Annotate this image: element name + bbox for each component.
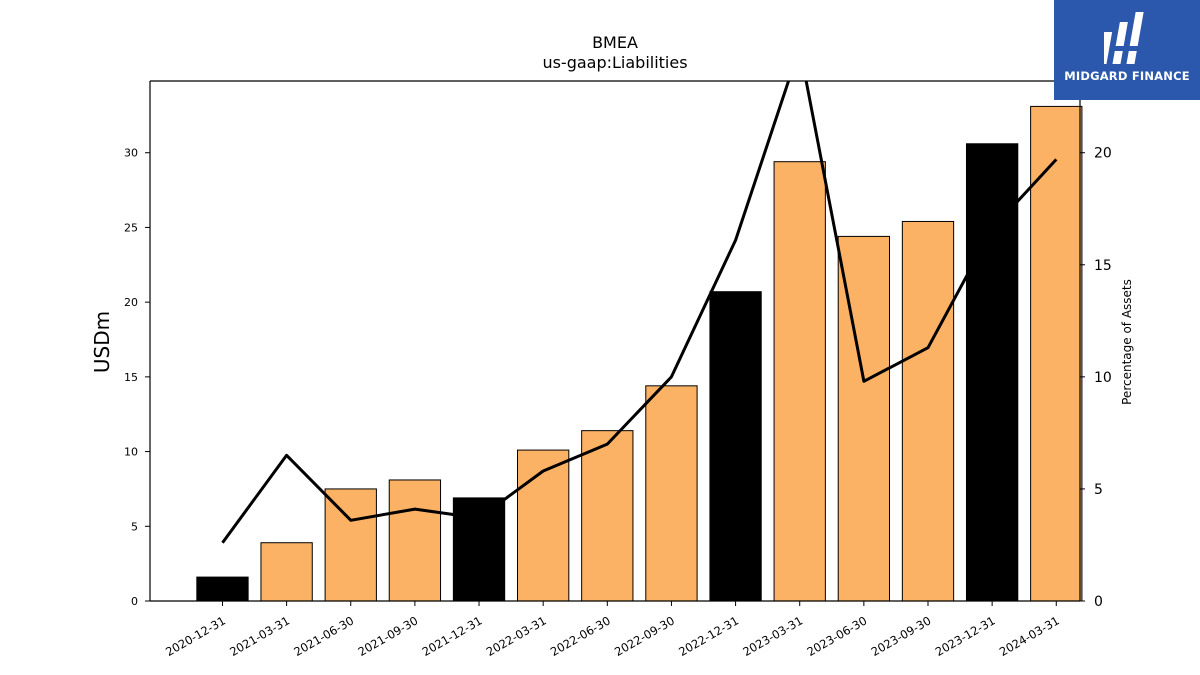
chart-subtitle: us-gaap:Liabilities bbox=[542, 53, 687, 72]
bar bbox=[581, 430, 634, 602]
bar bbox=[324, 488, 377, 602]
x-tick-label: 2023-03-31 bbox=[740, 613, 805, 659]
y-tick-label: 30 bbox=[124, 147, 138, 160]
x-tick-label: 2021-12-31 bbox=[420, 613, 485, 659]
bar bbox=[260, 542, 313, 602]
x-tick-label: 2022-09-30 bbox=[612, 613, 677, 659]
bar bbox=[709, 291, 762, 602]
y-right-tick-label: 15 bbox=[1094, 258, 1112, 274]
x-tick-label: 2020-12-31 bbox=[163, 613, 228, 659]
y-tick-label: 15 bbox=[124, 371, 138, 384]
y-tick-label: 25 bbox=[124, 221, 138, 234]
bar bbox=[196, 576, 249, 602]
midgard-logo-icon bbox=[1104, 12, 1146, 64]
y-right-tick-label: 20 bbox=[1094, 146, 1112, 162]
y-tick-label: 10 bbox=[124, 446, 138, 459]
y-tick-label: 20 bbox=[124, 296, 138, 309]
chart-title: BMEA bbox=[592, 33, 638, 52]
y-right-tick-label: 5 bbox=[1094, 482, 1103, 498]
bar bbox=[1030, 105, 1083, 602]
y-axis-label: USDm bbox=[90, 311, 114, 373]
x-tick-label: 2021-06-30 bbox=[291, 613, 356, 659]
bar bbox=[645, 385, 698, 602]
y-right-tick-label: 0 bbox=[1094, 594, 1103, 610]
x-tick-label: 2023-12-31 bbox=[933, 613, 998, 659]
y-tick-label: 5 bbox=[131, 520, 138, 533]
bar bbox=[965, 143, 1019, 602]
logo-text: MIDGARD FINANCE bbox=[1064, 69, 1190, 83]
line-layer bbox=[221, 81, 1058, 544]
x-tick-label: 2021-03-31 bbox=[227, 613, 292, 659]
bar bbox=[517, 449, 570, 602]
bars-layer bbox=[196, 105, 1083, 602]
y-axis-right-label: Percentage of Assets bbox=[1120, 279, 1134, 405]
y-right-tick-label: 10 bbox=[1094, 370, 1112, 386]
y-tick-label: 0 bbox=[131, 595, 138, 608]
midgard-finance-logo: MIDGARD FINANCE bbox=[1054, 0, 1200, 100]
x-tick-label: 2023-09-30 bbox=[869, 613, 934, 659]
x-tick-label: 2022-03-31 bbox=[484, 613, 549, 659]
x-tick-label: 2024-03-31 bbox=[997, 613, 1062, 659]
x-tick-label: 2022-06-30 bbox=[548, 613, 613, 659]
bar bbox=[773, 161, 826, 602]
bar bbox=[388, 479, 442, 602]
x-tick-label: 2022-12-31 bbox=[676, 613, 741, 659]
x-tick-label: 2021-09-30 bbox=[356, 613, 421, 659]
x-tick-label: 2023-06-30 bbox=[804, 613, 869, 659]
bar bbox=[901, 220, 955, 602]
bar bbox=[452, 497, 506, 602]
percentage-line bbox=[221, 81, 1058, 544]
